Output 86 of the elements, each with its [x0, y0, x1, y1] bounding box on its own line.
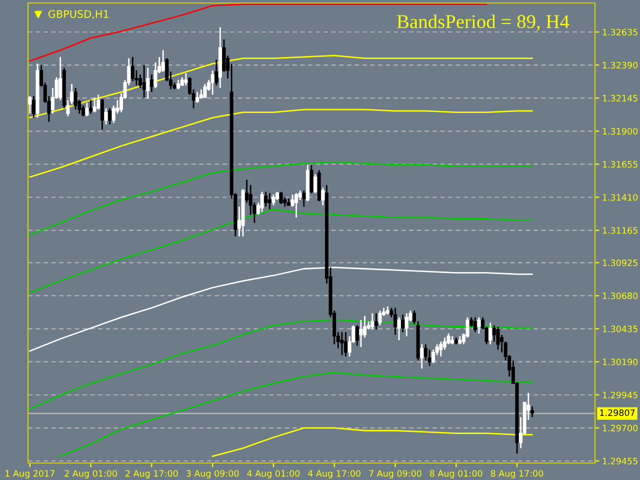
line-series — [29, 108, 533, 178]
annotation: BandsPeriod = 89, H4 — [397, 14, 570, 31]
x-tick-label: 2 Aug 17:00 — [126, 470, 178, 478]
candlestick — [314, 174, 318, 194]
candlestick — [477, 316, 481, 334]
candlestick — [196, 91, 200, 104]
candlestick — [203, 83, 207, 98]
candlestick — [401, 314, 405, 333]
line-series — [212, 427, 533, 457]
candlestick — [214, 58, 218, 86]
candlestick — [272, 194, 276, 206]
candlestick — [302, 190, 306, 208]
candlestick — [74, 87, 78, 110]
x-tick-label: 4 Aug 17:00 — [308, 470, 360, 478]
candlestick — [359, 319, 363, 348]
line-series — [29, 161, 533, 236]
text: GBPUSD,H1 — [48, 10, 108, 20]
candlestick — [432, 348, 436, 364]
candlestick — [344, 331, 348, 358]
y-tick-label: 1.32390 — [602, 62, 638, 68]
candlestick — [496, 326, 500, 350]
candlestick — [530, 406, 534, 418]
y-tick-label: 1.31655 — [602, 161, 638, 168]
candlestick — [355, 324, 359, 346]
y-tick-label: 1.30190 — [602, 358, 638, 366]
x-tick-label: 2 Aug 01:00 — [64, 470, 117, 478]
ref-line-label: 1.29807 — [600, 409, 635, 416]
x-tick-label: 8 Aug 17:00 — [490, 470, 544, 478]
line-series — [29, 54, 533, 118]
y-tick-label: 1.29700 — [602, 424, 638, 432]
candlestick — [176, 79, 180, 90]
candlestick — [108, 108, 112, 126]
candlestick — [340, 331, 344, 356]
candlestick — [294, 192, 298, 218]
candlestick — [184, 72, 188, 86]
candlestick — [85, 102, 89, 118]
candlestick — [279, 191, 283, 205]
x-tick-label: 1 Aug 2017 — [6, 470, 54, 478]
x-tick-label: 4 Aug 01:00 — [247, 470, 300, 478]
candlestick — [428, 348, 432, 367]
candlestick — [161, 50, 165, 72]
y-tick-label: 1.32145 — [602, 94, 638, 102]
candlestick — [96, 94, 100, 110]
line-series — [29, 208, 533, 294]
candlestick — [89, 99, 93, 114]
candlestick — [142, 64, 146, 98]
candlestick — [397, 316, 401, 341]
y-tick-label: 1.31410 — [602, 194, 638, 201]
x-tick-label: 7 Aug 09:00 — [369, 470, 422, 478]
candlestick — [420, 344, 424, 370]
y-tick-label: 1.31900 — [602, 128, 638, 135]
candlestick — [210, 70, 214, 96]
candlestick — [393, 307, 397, 336]
candlestick — [268, 192, 272, 210]
candlestick — [146, 67, 150, 100]
candlestick — [439, 340, 443, 358]
candlestick — [32, 95, 36, 118]
x-tick-label: 3 Aug 09:00 — [186, 470, 239, 478]
candlestick — [92, 96, 96, 113]
candlestick — [100, 98, 104, 130]
y-tick-label: 1.30435 — [602, 326, 638, 332]
y-tick-label: 1.32635 — [602, 28, 638, 36]
candlestick — [58, 56, 62, 101]
y-tick-label: 1.29455 — [602, 458, 638, 464]
candlestick — [473, 316, 477, 333]
candlestick — [264, 191, 268, 208]
candlestick — [378, 310, 382, 326]
candlestick — [199, 88, 203, 100]
x-tick-label: 8 Aug 01:00 — [430, 470, 482, 478]
y-tick-label: 1.29945 — [602, 392, 638, 398]
candlestick — [370, 312, 374, 330]
y-tick-label: 1.30680 — [602, 292, 638, 300]
candlestick — [283, 196, 287, 208]
candlestick — [130, 56, 134, 82]
line-series — [60, 372, 533, 457]
candlestick — [404, 312, 408, 337]
y-tick-label: 1.31165 — [602, 227, 638, 234]
candlestick — [104, 108, 108, 126]
candlestick — [150, 74, 154, 93]
candlestick — [374, 312, 378, 330]
candlestick — [28, 95, 32, 114]
line-series — [29, 266, 533, 352]
y-tick-label: 1.30925 — [602, 260, 638, 266]
candlestick — [260, 191, 264, 213]
candlestick — [321, 187, 325, 206]
candlestick — [488, 322, 492, 345]
